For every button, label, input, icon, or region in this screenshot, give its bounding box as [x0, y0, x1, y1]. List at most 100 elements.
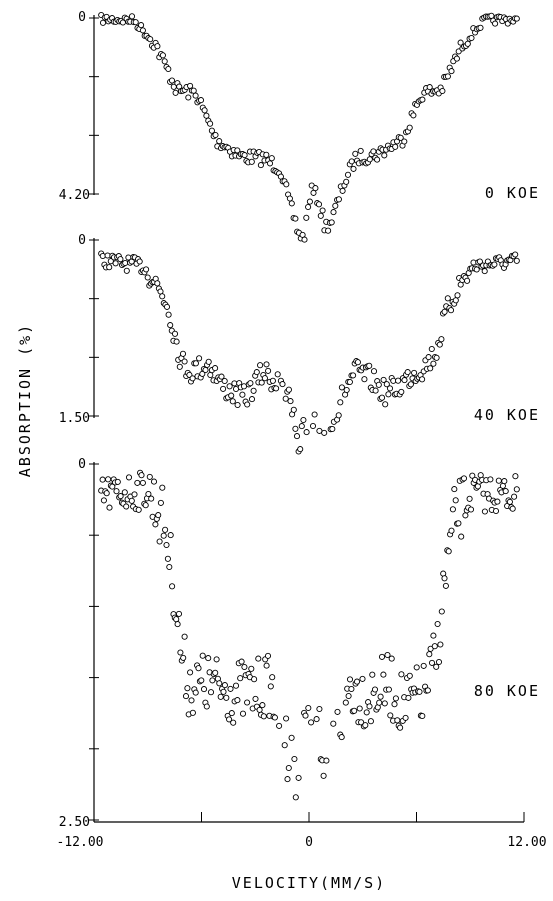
data-point [257, 162, 264, 169]
data-point [113, 488, 120, 495]
data-point [189, 709, 196, 716]
data-point [458, 533, 465, 540]
data-point [207, 120, 214, 127]
data-point [367, 718, 374, 725]
data-point [105, 476, 112, 483]
data-point [207, 371, 214, 379]
data-point [444, 295, 451, 302]
data-point [143, 266, 150, 273]
data-point [401, 377, 408, 384]
data-point [189, 375, 196, 382]
data-point [260, 713, 267, 720]
x-tick-label-min: -12.00 [57, 835, 104, 850]
data-point [269, 377, 276, 384]
data-point [431, 643, 438, 650]
data-point [494, 498, 501, 505]
data-point [338, 734, 345, 741]
data-point [381, 700, 388, 707]
data-point [146, 473, 153, 480]
data-point [248, 396, 256, 403]
data-point [335, 412, 342, 419]
data-point [198, 677, 205, 684]
y-axis-label: ABSORPTION (%) [16, 323, 34, 477]
data-point [163, 303, 171, 310]
data-point [200, 686, 208, 693]
data-point [398, 671, 405, 678]
data-point [383, 381, 390, 388]
data-point [237, 675, 244, 682]
data-point [395, 377, 402, 384]
data-point [374, 156, 381, 163]
data-point [223, 694, 230, 701]
data-point [283, 181, 290, 188]
data-point [234, 401, 241, 409]
data-point [406, 124, 413, 131]
data-point [377, 693, 384, 700]
data-point [388, 655, 395, 662]
data-point [468, 34, 475, 42]
data-point [197, 97, 205, 104]
data-point [382, 401, 389, 408]
data-point [345, 692, 352, 700]
data-point [359, 675, 366, 682]
data-point [288, 200, 295, 207]
data-point [258, 379, 265, 386]
data-point [117, 493, 124, 500]
y-tick-label-panel-2-bottom: 1.50 [59, 411, 90, 426]
panel-label-0koe: 0 KOE [485, 184, 540, 202]
data-point [380, 376, 387, 383]
data-point [112, 260, 119, 267]
data-point [227, 685, 234, 692]
data-point [372, 387, 379, 394]
data-point [346, 676, 354, 683]
data-point [437, 641, 444, 648]
data-point [298, 423, 305, 430]
data-point [434, 620, 441, 628]
data-point [511, 493, 518, 500]
y-tick-label-panel-3-top: 0 [78, 457, 86, 472]
data-point [404, 369, 411, 376]
data-point [452, 497, 459, 504]
data-point [147, 36, 154, 43]
data-point [160, 532, 167, 539]
data-point [426, 84, 433, 91]
data-point [448, 527, 455, 534]
data-point [207, 689, 215, 696]
data-point [216, 680, 223, 687]
x-axis-label: VELOCITY(MM/S) [232, 874, 386, 892]
data-point [239, 710, 247, 717]
data-point [251, 676, 258, 683]
data-point [212, 131, 219, 139]
data-point [216, 138, 223, 145]
data-point [334, 708, 341, 715]
data-point [328, 219, 335, 226]
data-point [226, 716, 233, 723]
data-point [392, 695, 399, 702]
data-point [357, 147, 364, 154]
data-point [195, 665, 202, 672]
data-point [288, 734, 295, 741]
data-point [295, 774, 302, 781]
data-point [173, 616, 180, 623]
data-point [457, 39, 464, 46]
data-point [293, 433, 301, 440]
data-point [348, 158, 355, 165]
data-point [273, 385, 280, 392]
data-point [348, 685, 355, 693]
data-point [366, 156, 373, 163]
data-point [205, 655, 212, 662]
data-point [401, 138, 408, 145]
data-point [308, 719, 315, 726]
x-tick-label-zero: 0 [305, 835, 313, 850]
data-point [335, 196, 342, 203]
data-point [419, 96, 426, 103]
data-point [164, 555, 171, 562]
data-point [134, 479, 141, 486]
data-point [142, 502, 149, 509]
x-tick-label-max: 12.00 [507, 835, 546, 850]
data-point [244, 699, 251, 706]
data-point [332, 202, 339, 209]
data-point [385, 686, 392, 693]
data-point [181, 358, 188, 365]
data-point [221, 377, 228, 385]
